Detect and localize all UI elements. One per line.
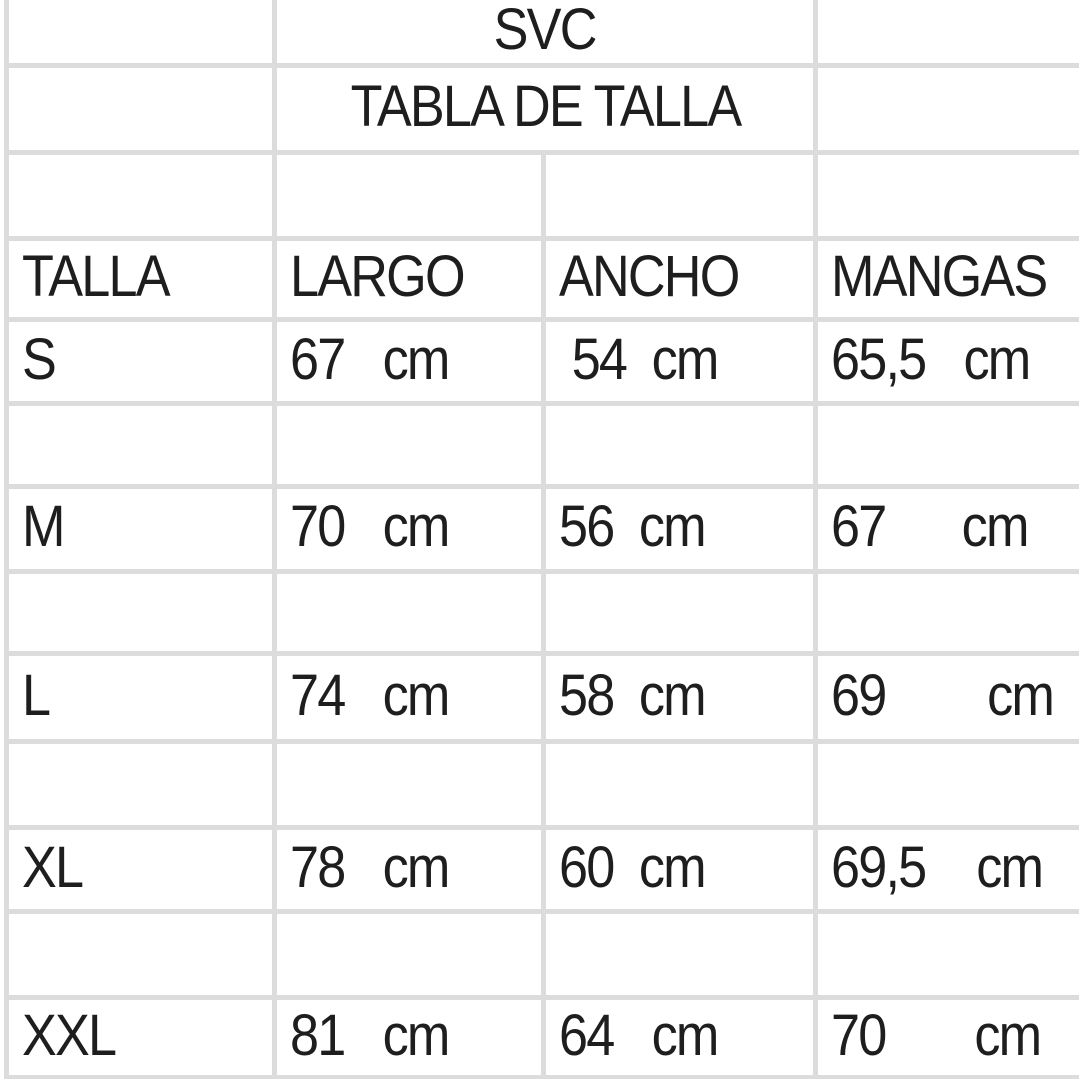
- column-header-label: ANCHO: [559, 244, 740, 309]
- cell-xl-talla: XL: [9, 830, 277, 914]
- cell-empty: [9, 0, 277, 68]
- size-label: M: [22, 494, 66, 559]
- cell-empty: [9, 574, 277, 656]
- measure-value: 69 cm: [831, 662, 1055, 728]
- cell-m-talla: M: [9, 489, 277, 574]
- cell-empty: [818, 914, 1079, 1000]
- cell-empty: [9, 914, 277, 1000]
- measure-value: 64 cm: [559, 1002, 719, 1068]
- cell-empty: [818, 155, 1079, 241]
- column-header-label: TALLA: [22, 244, 171, 309]
- cell-s-talla: S: [9, 322, 277, 406]
- cell-empty: [277, 744, 546, 830]
- column-header-ancho: ANCHO: [546, 241, 818, 322]
- column-header-talla: TALLA: [9, 241, 277, 322]
- cell-xl-largo: 78 cm: [277, 830, 546, 914]
- cell-empty: [546, 406, 818, 489]
- measure-value: 65,5 cm: [831, 326, 1031, 392]
- cell-empty: [9, 155, 277, 241]
- measure-value: 69,5 cm: [831, 834, 1044, 900]
- measure-value: 74 cm: [290, 662, 450, 728]
- brand-text: SVC: [494, 0, 598, 62]
- column-header-label: MANGAS: [831, 244, 1048, 309]
- chart-title-text: TABLA DE TALLA: [350, 74, 741, 139]
- cell-empty: [546, 744, 818, 830]
- size-label: S: [22, 326, 57, 392]
- cell-brand: SVC: [277, 0, 818, 68]
- cell-xl-mangas: 69,5 cm: [818, 830, 1079, 914]
- measure-value: 70 cm: [290, 494, 450, 559]
- cell-xxl-ancho: 64 cm: [546, 1000, 818, 1079]
- cell-empty: [277, 155, 546, 241]
- measure-value: 70 cm: [831, 1002, 1042, 1068]
- measure-value: 56 cm: [559, 494, 707, 559]
- measure-value: 81 cm: [290, 1002, 450, 1068]
- measure-value: 54 cm: [559, 326, 720, 392]
- cell-empty: [546, 155, 818, 241]
- cell-empty: [277, 914, 546, 1000]
- measure-value: 58 cm: [559, 662, 707, 728]
- cell-empty: [818, 406, 1079, 489]
- cell-xl-ancho: 60 cm: [546, 830, 818, 914]
- measure-value: 67 cm: [290, 326, 450, 392]
- size-label: XXL: [22, 1002, 117, 1068]
- measure-value: 67 cm: [831, 494, 1029, 559]
- cell-empty: [546, 914, 818, 1000]
- column-header-largo: LARGO: [277, 241, 546, 322]
- cell-m-mangas: 67 cm: [818, 489, 1079, 574]
- cell-empty: [818, 68, 1079, 155]
- cell-s-largo: 67 cm: [277, 322, 546, 406]
- cell-l-ancho: 58 cm: [546, 656, 818, 744]
- cell-empty: [818, 744, 1079, 830]
- cell-empty: [546, 574, 818, 656]
- cell-empty: [818, 0, 1079, 68]
- cell-empty: [9, 744, 277, 830]
- cell-empty: [9, 406, 277, 489]
- cell-empty: [277, 406, 546, 489]
- cell-xxl-mangas: 70 cm: [818, 1000, 1079, 1079]
- cell-s-ancho: 54 cm: [546, 322, 818, 406]
- measure-value: 60 cm: [559, 834, 707, 900]
- column-header-mangas: MANGAS: [818, 241, 1079, 322]
- cell-l-talla: L: [9, 656, 277, 744]
- cell-l-mangas: 69 cm: [818, 656, 1079, 744]
- column-header-label: LARGO: [290, 244, 466, 309]
- size-label: L: [22, 662, 51, 728]
- size-label: XL: [22, 834, 84, 900]
- size-chart-table: SVC TABLA DE TALLA TALLA LARGO ANCHO MAN…: [4, 0, 1079, 1079]
- cell-empty: [818, 574, 1079, 656]
- cell-m-ancho: 56 cm: [546, 489, 818, 574]
- measure-value: 78 cm: [290, 834, 450, 900]
- cell-empty: [9, 68, 277, 155]
- cell-l-largo: 74 cm: [277, 656, 546, 744]
- cell-empty: [277, 574, 546, 656]
- cell-s-mangas: 65,5 cm: [818, 322, 1079, 406]
- cell-xxl-talla: XXL: [9, 1000, 277, 1079]
- cell-xxl-largo: 81 cm: [277, 1000, 546, 1079]
- cell-m-largo: 70 cm: [277, 489, 546, 574]
- cell-chart-title: TABLA DE TALLA: [277, 68, 818, 155]
